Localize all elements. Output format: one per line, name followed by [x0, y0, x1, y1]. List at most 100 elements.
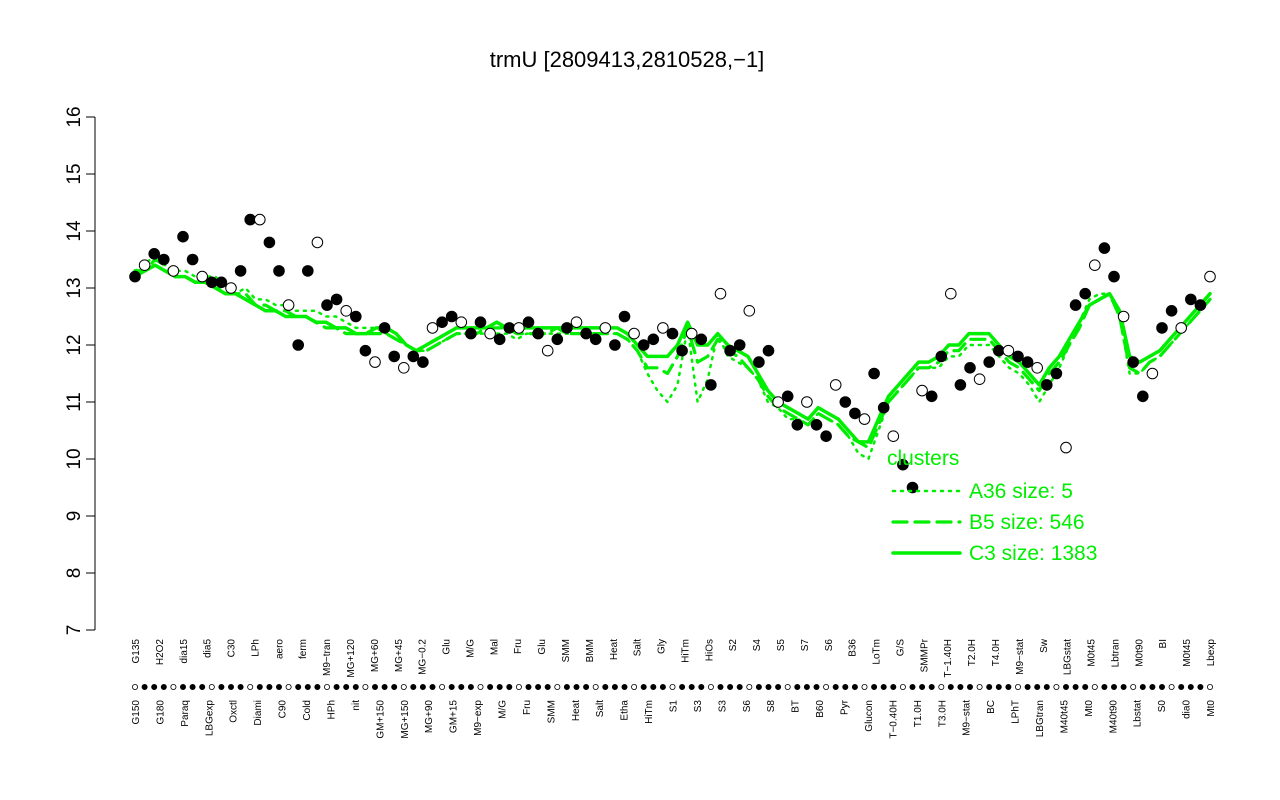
- x-tick-label: HiOs: [704, 639, 715, 661]
- x-tick-label: BMM: [585, 639, 596, 662]
- data-point: [1156, 322, 1168, 334]
- x-marker-dot: [880, 684, 887, 691]
- x-tick-label: S7: [800, 639, 811, 652]
- x-marker-dot: [1053, 684, 1060, 691]
- x-tick-label: SMM: [546, 700, 557, 723]
- x-marker-dot: [803, 684, 810, 691]
- x-marker-dot: [669, 684, 676, 691]
- x-marker-dot: [583, 684, 590, 691]
- data-point: [618, 310, 631, 323]
- x-marker-dot: [909, 684, 916, 691]
- x-marker-dot: [285, 684, 292, 691]
- data-point: [493, 333, 506, 346]
- x-tick-label: C30: [227, 639, 238, 658]
- x-tick-label: LoTm: [872, 639, 883, 665]
- data-point: [945, 287, 957, 300]
- x-marker-dot: [199, 684, 206, 691]
- data-point: [753, 356, 765, 368]
- x-tick-label: M9−stat: [962, 700, 973, 736]
- x-tick-label: G135: [131, 639, 142, 664]
- data-point: [138, 259, 151, 272]
- x-tick-label: LBGtran: [1035, 700, 1046, 737]
- data-point: [839, 396, 852, 408]
- x-marker-dot: [1159, 684, 1166, 691]
- x-marker-dot: [1187, 684, 1194, 691]
- data-point: [714, 287, 727, 300]
- x-marker-dot: [727, 684, 734, 691]
- x-tick-label: GM+15: [449, 700, 460, 734]
- x-tick-label: M0t45: [1087, 639, 1098, 667]
- x-marker-dot: [784, 684, 791, 691]
- x-tick-label: Paraq: [180, 700, 191, 727]
- x-tick-label: MG+150: [400, 700, 411, 739]
- x-tick-label: S1: [669, 700, 680, 713]
- x-tick-label: Fru: [513, 639, 524, 654]
- x-marker-dot: [563, 684, 570, 691]
- x-tick-label: S6: [742, 700, 753, 713]
- x-tick-label: MG−0.2: [418, 639, 429, 675]
- data-point: [791, 419, 804, 431]
- x-marker-dot: [439, 684, 446, 691]
- x-tick-label: BT: [791, 700, 802, 713]
- data-point: [772, 396, 784, 408]
- data-point: [253, 213, 266, 226]
- data-point: [167, 265, 180, 277]
- x-marker-dot: [775, 684, 782, 691]
- x-marker-dot: [947, 684, 954, 691]
- data-point: [234, 265, 247, 277]
- x-tick-label: Mt0: [1084, 700, 1095, 717]
- x-marker-dot: [1149, 684, 1156, 691]
- x-tick-label: S4: [752, 639, 763, 652]
- x-tick-label: BI: [1158, 639, 1169, 648]
- x-tick-label: LBGstat: [1063, 639, 1074, 675]
- data-point: [158, 253, 170, 266]
- x-marker-dot: [304, 684, 311, 691]
- x-marker-dot: [1063, 684, 1070, 691]
- data-point: [647, 333, 660, 346]
- x-marker-dot: [189, 684, 196, 691]
- data-point: [522, 316, 535, 329]
- data-point: [388, 350, 401, 363]
- data-point: [330, 293, 343, 306]
- x-marker-dot: [640, 684, 647, 691]
- x-tick-label: SMMPr: [919, 638, 930, 672]
- data-point: [724, 344, 736, 357]
- data-point: [321, 299, 333, 311]
- x-marker-dot: [458, 684, 465, 691]
- x-tick-label: M9−tran: [322, 639, 333, 676]
- x-marker-dot: [1043, 684, 1050, 691]
- x-tick-label: M/G: [465, 639, 476, 658]
- x-marker-dot: [275, 684, 282, 691]
- data-point: [1204, 270, 1216, 283]
- x-marker-dot: [170, 684, 177, 691]
- data-point: [1012, 350, 1024, 363]
- data-point: [426, 322, 439, 334]
- x-tick-label: LPh: [250, 639, 261, 657]
- x-tick-label: H2O2: [155, 639, 166, 666]
- x-marker-dot: [237, 684, 244, 691]
- x-marker-dot: [698, 684, 705, 691]
- x-marker-dot: [295, 684, 302, 691]
- x-marker-dot: [823, 684, 830, 691]
- x-tick-label: T2.0H: [967, 639, 978, 666]
- data-point: [1137, 390, 1149, 403]
- x-marker-dot: [141, 684, 148, 691]
- data-point: [897, 458, 909, 471]
- legend: clusters A36 size: 5 B5 size: 546 C3 size:…: [887, 447, 1097, 565]
- data-point: [637, 339, 650, 351]
- data-point: [359, 344, 372, 357]
- x-marker-dot: [1120, 684, 1127, 691]
- x-marker-dot: [755, 684, 762, 691]
- x-marker-dot: [871, 684, 878, 691]
- data-point: [551, 333, 564, 346]
- legend-entry-label: C3 size: 1383: [969, 542, 1097, 565]
- data-point: [887, 430, 900, 443]
- x-marker-dot: [343, 684, 350, 691]
- y-tick-label: 14: [64, 220, 85, 242]
- data-point: [762, 344, 775, 357]
- data-point: [484, 327, 496, 340]
- x-tick-label: MG+60: [370, 639, 381, 673]
- x-marker-dot: [1111, 684, 1118, 691]
- data-point: [244, 213, 256, 226]
